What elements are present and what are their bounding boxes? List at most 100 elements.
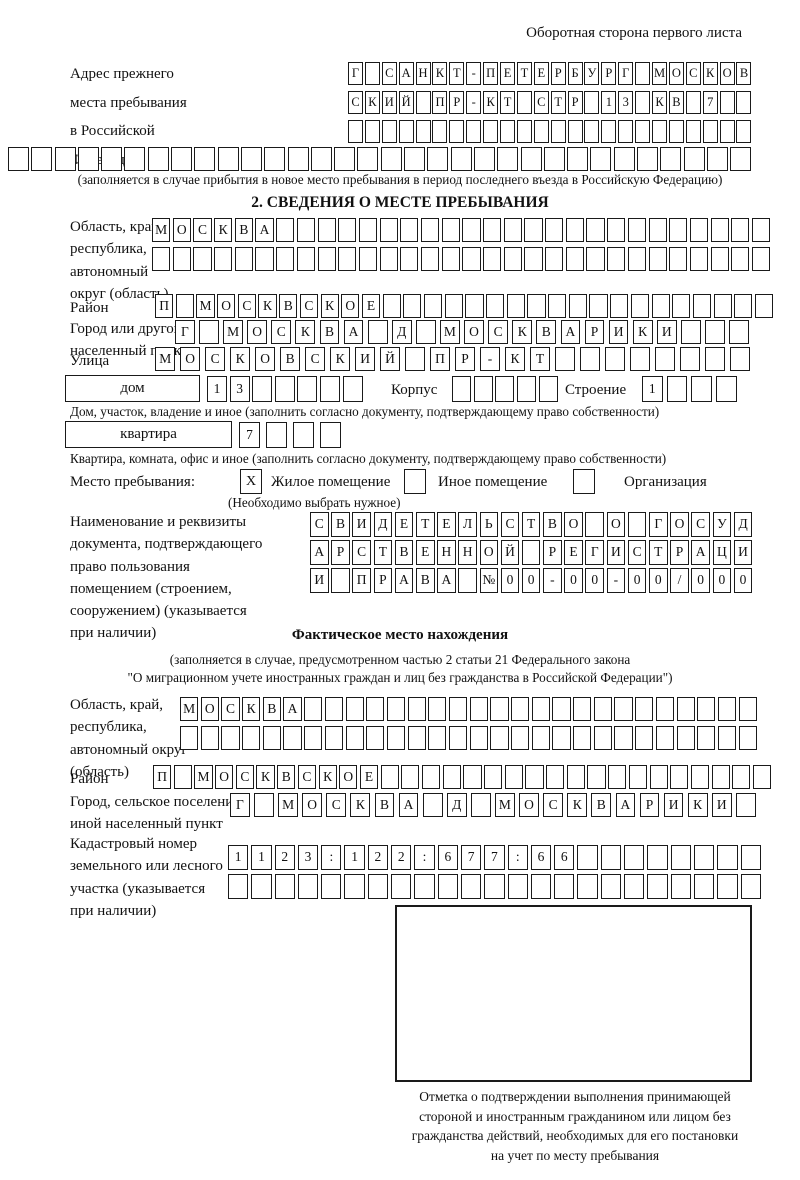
char-cell: / xyxy=(670,568,689,593)
char-cell xyxy=(504,765,523,789)
char-cell xyxy=(77,147,99,171)
char-cell xyxy=(524,218,543,242)
char-cell xyxy=(344,874,365,899)
fact-note-2: "О миграционном учете иностранных гражда… xyxy=(127,670,673,685)
char-cell: В xyxy=(279,347,301,371)
char-cell: 7 xyxy=(239,422,260,448)
char-cell: К xyxy=(483,91,499,114)
char-cell: В xyxy=(543,512,562,537)
char-cell: И xyxy=(606,540,626,565)
char-cell xyxy=(415,320,436,344)
char-cell: В xyxy=(277,765,296,789)
char-cell xyxy=(8,147,29,171)
char-cell xyxy=(448,697,468,721)
char-cell xyxy=(628,765,647,789)
char-cell xyxy=(654,347,676,371)
char-cell: П xyxy=(352,568,371,593)
char-cell xyxy=(54,147,76,171)
char-cell: О xyxy=(254,347,276,371)
char-cell xyxy=(543,147,565,171)
char-cell xyxy=(736,120,752,143)
char-cell xyxy=(490,726,509,750)
char-cell xyxy=(672,294,691,318)
char-cell xyxy=(565,218,584,242)
char-cell: Т xyxy=(521,512,541,537)
char-cell xyxy=(460,874,482,899)
char-cell: В xyxy=(374,793,395,817)
char-cell: 6 xyxy=(554,845,575,870)
char-cell: В xyxy=(415,568,435,593)
char-cell xyxy=(607,247,626,271)
char-cell xyxy=(533,120,549,143)
prev-address-row-4 xyxy=(8,147,754,171)
char-cell: Е xyxy=(437,512,456,537)
char-cell: 0 xyxy=(733,568,753,593)
char-cell: К xyxy=(567,793,588,817)
char-cell xyxy=(379,218,398,242)
kvartira-cells: 7 xyxy=(239,422,347,448)
char-cell xyxy=(200,726,219,750)
char-cell xyxy=(304,697,323,721)
char-cell: 1 xyxy=(228,845,249,870)
char-cell xyxy=(735,793,756,817)
char-cell xyxy=(345,697,364,721)
char-cell xyxy=(550,120,566,143)
char-cell: Р xyxy=(670,540,689,565)
char-cell xyxy=(484,874,505,899)
char-cell xyxy=(262,726,281,750)
char-cell xyxy=(608,765,627,789)
char-cell xyxy=(610,294,629,318)
char-cell: С xyxy=(237,294,256,318)
char-cell xyxy=(679,347,701,371)
char-cell xyxy=(731,218,750,242)
char-cell xyxy=(530,874,552,899)
char-cell xyxy=(655,726,674,750)
kadastr-row-2 xyxy=(228,874,764,899)
char-cell xyxy=(670,845,691,870)
char-cell xyxy=(693,845,715,870)
char-cell: 0 xyxy=(585,568,605,593)
char-cell xyxy=(252,376,273,402)
char-cell: № xyxy=(479,568,499,593)
char-cell xyxy=(407,726,426,750)
char-cell xyxy=(740,845,761,870)
char-cell: 1 xyxy=(642,376,663,402)
char-cell xyxy=(552,697,571,721)
char-cell xyxy=(367,874,389,899)
char-cell: В xyxy=(736,62,752,85)
char-cell xyxy=(566,765,585,789)
char-cell: О xyxy=(479,540,499,565)
char-cell xyxy=(462,247,481,271)
char-cell: И xyxy=(608,320,629,344)
char-cell xyxy=(511,726,530,750)
char-cell xyxy=(173,765,192,789)
char-cell: К xyxy=(504,347,526,371)
char-cell xyxy=(400,218,419,242)
char-cell xyxy=(287,147,309,171)
char-cell xyxy=(567,120,583,143)
char-cell xyxy=(652,120,668,143)
char-cell: - xyxy=(466,62,482,85)
char-cell xyxy=(600,874,622,899)
char-cell xyxy=(381,120,397,143)
char-cell: П xyxy=(153,765,172,789)
char-cell xyxy=(586,247,605,271)
char-cell xyxy=(297,376,318,402)
dom-box: дом xyxy=(65,375,200,402)
oblast-label: Область, край, республика, автономный округ… xyxy=(70,219,169,302)
char-cell xyxy=(734,294,753,318)
char-cell xyxy=(310,147,332,171)
char-cell: О xyxy=(215,765,234,789)
char-cell: И xyxy=(310,568,329,593)
char-cell: И xyxy=(656,320,677,344)
char-cell xyxy=(655,697,674,721)
char-cell xyxy=(199,320,219,344)
char-cell xyxy=(444,294,463,318)
confirmation-stamp-box xyxy=(395,905,752,1082)
char-cell: С xyxy=(297,765,316,789)
char-cell: Ь xyxy=(479,512,499,537)
char-cell: Т xyxy=(550,91,566,114)
